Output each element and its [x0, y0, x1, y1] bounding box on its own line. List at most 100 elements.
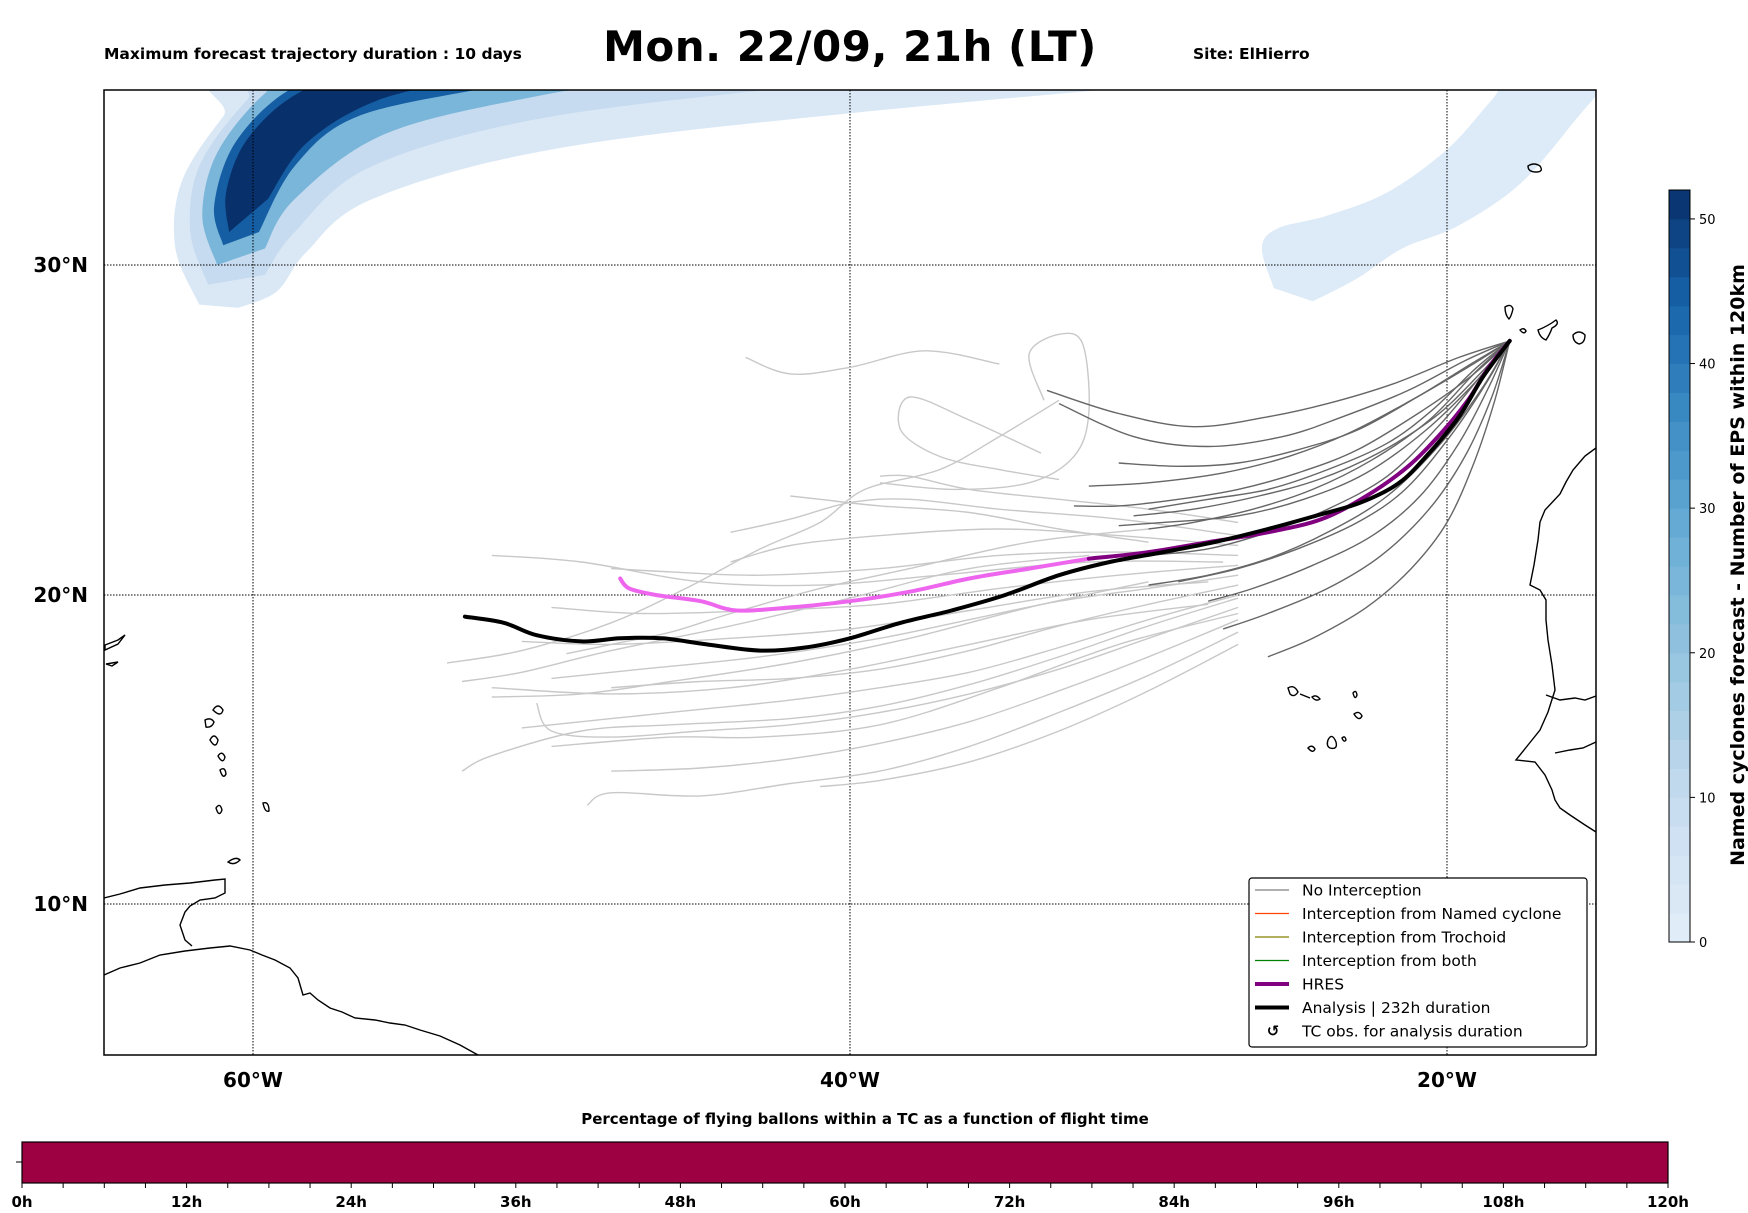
coastline-capeverde-2 — [1352, 690, 1358, 699]
flight-time-tick-label: 96h — [1323, 1193, 1355, 1211]
map-frame — [103, 89, 1597, 1056]
colorbar-step — [1669, 913, 1690, 943]
colorbar-tick-label: 10 — [1699, 791, 1716, 806]
legend-label: Analysis | 232h duration — [1302, 999, 1491, 1017]
ensemble-trajectory-far — [491, 554, 1224, 587]
ensemble-trajectory-far — [551, 612, 1239, 748]
coastline-lesser-antilles-4 — [217, 752, 226, 762]
colorbar: 0 10 20 30 40 50 Named cyclones forecast - Nu… — [1668, 189, 1748, 951]
ensemble-trajectory-far — [611, 551, 1239, 576]
flight-time-tick-label: 24h — [335, 1193, 367, 1211]
analysis-trajectory — [462, 338, 1512, 653]
coastline-capeverde-4 — [1326, 735, 1338, 750]
colorbar-frame — [1668, 189, 1691, 943]
coastline-tobago — [226, 857, 241, 865]
legend-label: TC obs. for analysis duration — [1301, 1023, 1523, 1041]
longitude-tick-label: 60°W — [223, 1068, 283, 1092]
colorbar-tick-label: 40 — [1699, 358, 1716, 373]
coastline-west-africa — [1514, 447, 1596, 833]
legend-item: Interception from Trochoid — [1255, 929, 1506, 947]
ensemble-trajectory-far — [790, 495, 1149, 543]
ensemble-trajectory-far — [566, 528, 1149, 655]
ensemble-trajectory-near — [1222, 340, 1511, 630]
coastline-capeverde-5 — [1341, 736, 1347, 742]
ensemble-trajectory-far — [551, 574, 1239, 680]
ensemble-trajectory-far — [535, 606, 1239, 738]
ensemble-trajectory-far — [461, 554, 1089, 683]
colorbar-step — [1669, 190, 1690, 220]
site-name: Site: ElHierro — [1193, 45, 1310, 63]
legend-item: ↺ TC obs. for analysis duration — [1267, 1022, 1523, 1041]
coastline-canary-grancanaria — [1572, 331, 1586, 345]
colorbar-step — [1669, 334, 1690, 365]
flight-time-chart: Percentage of flying ballons within a TC… — [11, 1110, 1689, 1211]
ensemble-trajectory-far — [730, 528, 1239, 563]
flight-time-tick-label: 72h — [994, 1193, 1026, 1211]
flight-time-segment — [22, 1142, 1668, 1183]
ensemble-trajectory-near — [1118, 340, 1511, 468]
ensemble-trajectory-far — [879, 474, 1239, 524]
latitude-tick-label: 10°N — [33, 892, 88, 916]
colorbar-step — [1669, 247, 1690, 278]
colorbar-step — [1669, 392, 1690, 422]
ensemble-trajectory-far — [611, 584, 1239, 689]
colorbar-step — [1669, 537, 1690, 567]
legend-item: Analysis | 232h duration — [1255, 999, 1491, 1017]
colorbar-step — [1669, 768, 1690, 798]
coastline-south-america — [104, 945, 479, 1055]
colorbar-step — [1669, 305, 1690, 336]
ensemble-trajectory-near — [1148, 340, 1511, 586]
param-max-duration: Maximum forecast trajectory duration : 1… — [104, 45, 522, 63]
colorbar-step — [1669, 276, 1690, 307]
legend-item: HRES — [1255, 976, 1344, 994]
ensemble-trajectory-near — [1088, 340, 1511, 487]
ensemble-trajectory-near — [1133, 340, 1511, 517]
longitude-tick-label: 40°W — [820, 1068, 880, 1092]
coastline-hispaniola-fragment — [104, 634, 126, 652]
coastline-madeira — [1527, 163, 1543, 173]
ensemble-trajectory-near — [1046, 340, 1510, 428]
ensemble-trajectory-near — [1208, 340, 1511, 602]
colorbar-step — [1669, 739, 1690, 769]
coastline-lesser-antilles-2 — [204, 718, 215, 728]
main-trajectories — [462, 338, 1512, 653]
colorbar-step — [1669, 855, 1690, 885]
ensemble-trajectory-far — [586, 631, 1239, 806]
colorbar-step — [1669, 710, 1690, 741]
coastline-trinidad-venezuela — [104, 878, 226, 947]
flight-time-tick-label: 36h — [500, 1193, 532, 1211]
ensemble-trajectory-far — [491, 603, 1209, 695]
flight-time-tick-label: 120h — [1647, 1193, 1689, 1211]
colorbar-step — [1669, 450, 1690, 480]
colorbar-tick-label: 20 — [1699, 647, 1716, 662]
flight-time-tick-label: 84h — [1158, 1193, 1190, 1211]
colorbar-step — [1669, 623, 1690, 654]
colorbar-step — [1669, 652, 1690, 683]
coastline-lesser-antilles-6 — [215, 804, 223, 815]
legend-box — [1248, 877, 1588, 1048]
coastline-capeverde-1 — [1287, 685, 1321, 701]
colorbar-step — [1669, 594, 1690, 625]
flight-time-tick-label: 0h — [11, 1193, 32, 1211]
ensemble-trajectory-far — [521, 594, 1239, 729]
colorbar-step — [1669, 681, 1690, 712]
ensemble-trajectory-far — [879, 332, 1090, 491]
ensemble-trajectories-near — [1046, 340, 1511, 658]
colorbar-step — [1669, 884, 1690, 914]
ensemble-trajectories-far — [446, 332, 1239, 806]
legend-label: No Interception — [1302, 882, 1422, 900]
coastline-capeverde-3 — [1353, 711, 1363, 720]
colorbar-step — [1669, 218, 1690, 249]
colorbar-step — [1669, 826, 1690, 856]
coastline-lesser-antilles-1 — [212, 705, 224, 715]
legend-label: Interception from Named cyclone — [1302, 905, 1561, 923]
latitude-tick-label: 20°N — [33, 583, 88, 607]
colorbar-step — [1669, 479, 1690, 509]
flight-time-tick-label: 108h — [1482, 1193, 1524, 1211]
ensemble-trajectory-near — [1267, 340, 1511, 658]
colorbar-label: Named cyclones forecast - Number of EPS … — [1727, 264, 1748, 866]
cyclone-density-contour — [1261, 90, 1596, 302]
cyclone-density-contour — [225, 90, 414, 232]
colorbar-step — [1669, 421, 1690, 451]
coastline-puerto-rico-fragment — [105, 661, 119, 667]
